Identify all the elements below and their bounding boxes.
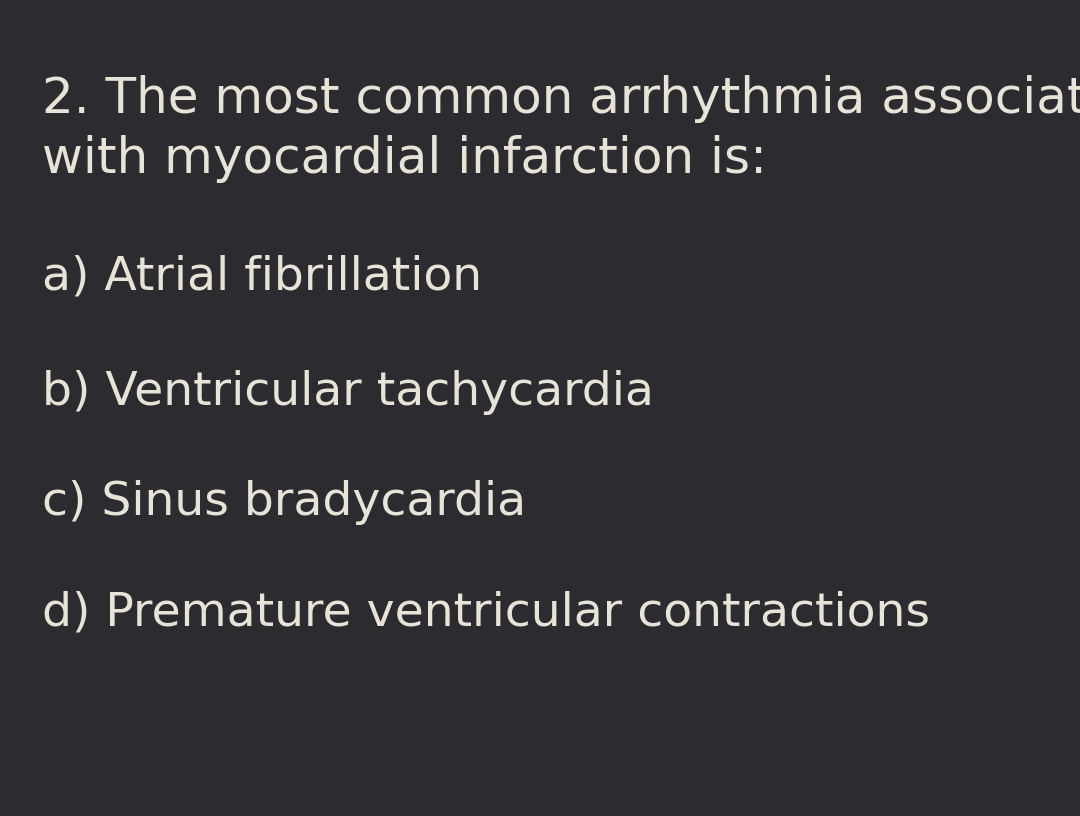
Text: 2. The most common arrhythmia associated: 2. The most common arrhythmia associated <box>42 75 1080 123</box>
Text: b) Ventricular tachycardia: b) Ventricular tachycardia <box>42 370 653 415</box>
Text: c) Sinus bradycardia: c) Sinus bradycardia <box>42 480 526 525</box>
Text: with myocardial infarction is:: with myocardial infarction is: <box>42 135 767 183</box>
Text: d) Premature ventricular contractions: d) Premature ventricular contractions <box>42 590 930 635</box>
Text: a) Atrial fibrillation: a) Atrial fibrillation <box>42 255 482 300</box>
